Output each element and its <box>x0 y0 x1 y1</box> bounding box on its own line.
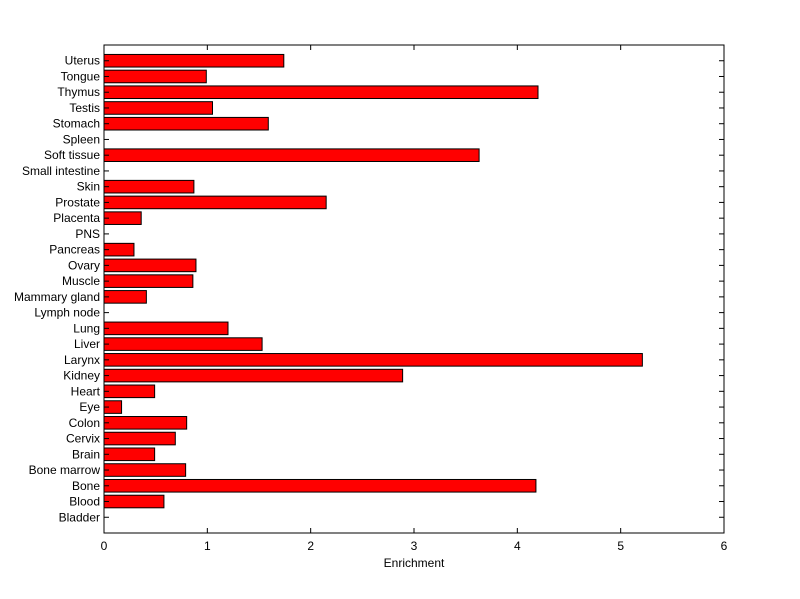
bar-thymus <box>103 85 539 100</box>
bar-bone <box>103 478 537 493</box>
y-tick-label-brain: Brain <box>72 447 100 461</box>
bar-bone-marrow <box>103 463 187 477</box>
y-tick-label-eye: Eye <box>79 400 100 414</box>
bar-ovary <box>103 258 197 273</box>
bar-mammary-gland <box>103 290 147 304</box>
y-tick-label-mammary-gland: Mammary gland <box>14 290 100 304</box>
y-tick-label-lung: Lung <box>73 321 100 335</box>
y-tick-label-soft-tissue: Soft tissue <box>44 148 100 162</box>
y-tick-label-bladder: Bladder <box>59 510 100 524</box>
bar-heart <box>103 384 156 399</box>
x-axis-ticks: 0 1 2 3 4 5 6 <box>101 45 728 553</box>
y-tick-label-bone: Bone <box>72 479 100 493</box>
bar-skin <box>103 179 195 194</box>
y-tick-label-tongue: Tongue <box>61 69 101 83</box>
bar-muscle <box>103 274 194 288</box>
bar-soft-tissue <box>103 148 480 162</box>
y-tick-label-heart: Heart <box>71 384 101 398</box>
x-axis-label: Enrichment <box>384 556 445 570</box>
x-tick-label-1: 1 <box>204 539 211 553</box>
x-tick-label-4: 4 <box>514 539 521 553</box>
y-tick-label-spleen: Spleen <box>63 132 100 146</box>
y-tick-label-kidney: Kidney <box>63 369 100 383</box>
y-tick-label-stomach: Stomach <box>53 117 100 131</box>
y-tick-label-blood: Blood <box>69 495 100 509</box>
bar-testis <box>103 101 213 115</box>
y-tick-label-uterus: Uterus <box>65 54 100 68</box>
y-tick-label-larynx: Larynx <box>64 353 100 367</box>
x-tick-label-2: 2 <box>307 539 314 553</box>
y-tick-label-lymph-node: Lymph node <box>34 306 100 320</box>
y-tick-label-pns: PNS <box>75 227 100 241</box>
y-tick-label-pancreas: Pancreas <box>49 243 100 257</box>
bar-stomach <box>103 116 269 131</box>
bar-prostate <box>103 195 327 210</box>
y-tick-label-liver: Liver <box>74 337 100 351</box>
bar-cervix <box>103 431 176 446</box>
bar-brain <box>103 447 156 462</box>
y-tick-label-ovary: Ovary <box>68 258 100 272</box>
y-tick-label-placenta: Placenta <box>53 211 100 225</box>
bar-liver <box>103 337 263 351</box>
y-tick-label-bone-marrow: Bone marrow <box>29 463 101 477</box>
bar-placenta <box>103 211 142 225</box>
bar-colon <box>103 416 188 430</box>
x-tick-label-5: 5 <box>617 539 624 553</box>
bar-uterus <box>103 53 285 68</box>
bar-blood <box>103 494 165 509</box>
x-tick-label-3: 3 <box>411 539 418 553</box>
bar-tongue <box>103 69 207 84</box>
y-tick-label-cervix: Cervix <box>66 432 100 446</box>
y-tick-label-thymus: Thymus <box>57 85 100 99</box>
y-tick-label-muscle: Muscle <box>62 274 100 288</box>
y-tick-label-prostate: Prostate <box>55 195 100 209</box>
bar-kidney <box>103 368 404 383</box>
x-tick-label-0: 0 <box>101 539 108 553</box>
y-tick-label-colon: Colon <box>69 416 100 430</box>
bar-lung <box>103 321 229 336</box>
y-tick-label-small-intestine: Small intestine <box>22 164 100 178</box>
bar-larynx <box>103 353 643 367</box>
bars <box>103 53 643 509</box>
x-tick-label-6: 6 <box>721 539 728 553</box>
y-tick-label-skin: Skin <box>77 180 100 194</box>
y-tick-label-testis: Testis <box>69 101 100 115</box>
